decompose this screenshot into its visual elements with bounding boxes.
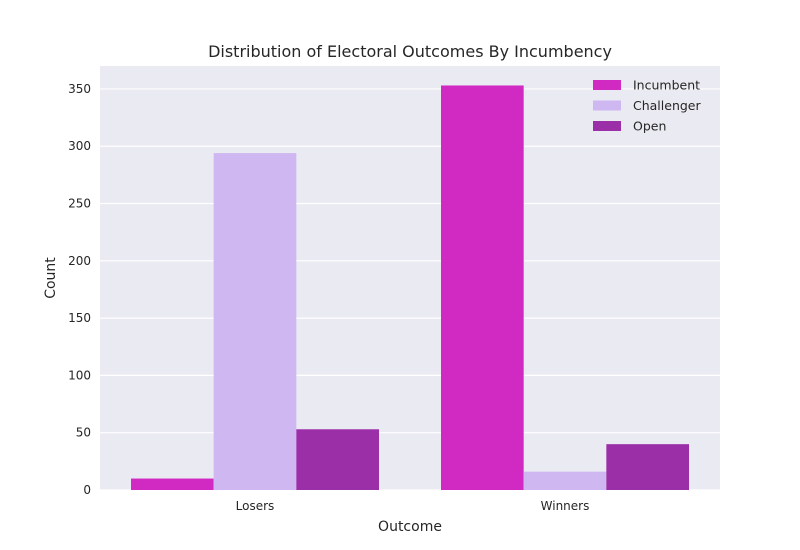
y-tick-label: 350 <box>68 82 91 96</box>
legend-swatch-incumbent <box>593 80 621 90</box>
y-tick-label: 100 <box>68 368 91 382</box>
y-tick-label: 150 <box>68 311 91 325</box>
chart-title: Distribution of Electoral Outcomes By In… <box>208 42 612 61</box>
bar-open-losers <box>296 429 379 490</box>
legend-label-incumbent: Incumbent <box>633 78 700 93</box>
y-tick-label: 300 <box>68 139 91 153</box>
y-tick-labels: 0 50 100 150 200 250 300 350 <box>68 82 91 497</box>
legend-label-challenger: Challenger <box>633 98 701 113</box>
bar-incumbent-winners <box>441 85 524 490</box>
x-tick-labels: Losers Winners <box>236 499 590 513</box>
bars <box>131 85 689 490</box>
legend: Incumbent Challenger Open <box>593 78 701 134</box>
y-tick-label: 250 <box>68 197 91 211</box>
legend-label-open: Open <box>633 119 666 134</box>
gridlines <box>100 88 720 491</box>
x-tick-label: Losers <box>236 499 275 513</box>
y-tick-label: 200 <box>68 254 91 268</box>
x-tick-label: Winners <box>541 499 590 513</box>
x-axis-label: Outcome <box>378 519 442 535</box>
y-tick-label: 50 <box>76 426 91 440</box>
plot-background <box>100 66 720 490</box>
y-tick-label: 0 <box>83 483 91 497</box>
bar-incumbent-losers <box>131 478 214 490</box>
bar-challenger-winners <box>523 471 607 490</box>
legend-swatch-open <box>593 121 621 131</box>
legend-swatch-challenger <box>593 100 621 111</box>
bar-challenger-losers <box>213 153 297 490</box>
y-axis-label: Count <box>43 257 59 299</box>
bar-open-winners <box>606 444 689 490</box>
